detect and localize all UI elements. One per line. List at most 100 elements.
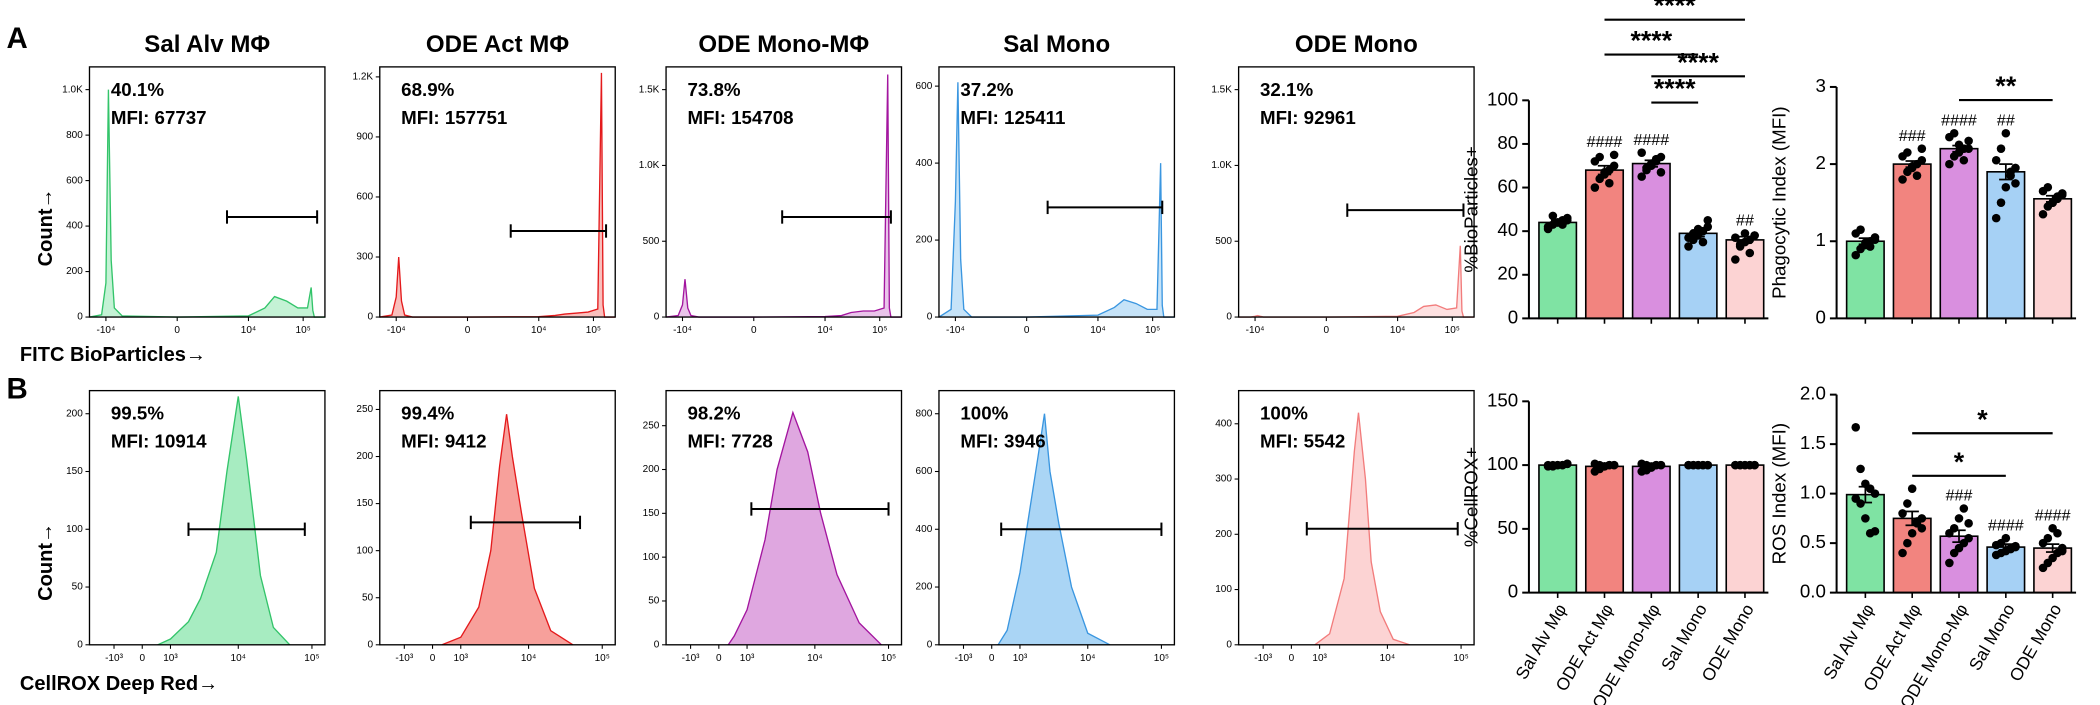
data-point bbox=[1898, 548, 1907, 558]
data-point bbox=[1870, 235, 1880, 244]
x-tick-label: 10⁵ bbox=[304, 653, 319, 664]
data-point bbox=[1600, 168, 1609, 177]
y-tick-label: 80 bbox=[1497, 132, 1518, 153]
y-tick-label: 150 bbox=[643, 508, 660, 519]
data-point bbox=[2058, 546, 2067, 556]
significance-marker: ### bbox=[1946, 487, 1973, 505]
histogram-curve bbox=[379, 72, 616, 318]
x-tick-label: 10⁵ bbox=[586, 325, 601, 336]
y-tick-label: 2 bbox=[1815, 152, 1825, 173]
mfi-label: MFI: 9412 bbox=[401, 431, 486, 452]
panel-title: ODE Act MΦ bbox=[426, 31, 569, 58]
comparison-label: * bbox=[1977, 404, 1988, 434]
x-tick-label: 0 bbox=[430, 653, 436, 664]
y-tick-label: 100 bbox=[1487, 88, 1518, 109]
data-point bbox=[1750, 460, 1759, 470]
data-point bbox=[1964, 533, 1973, 543]
y-tick-label: 0.5 bbox=[1800, 531, 1826, 552]
y-tick-label: 600 bbox=[916, 81, 933, 92]
data-point bbox=[1703, 222, 1713, 232]
comparison-label: **** bbox=[1654, 0, 1696, 21]
y-tick-label: 50 bbox=[648, 596, 660, 607]
gate-percent: 40.1% bbox=[111, 79, 164, 100]
panel-title: Sal Alv MΦ bbox=[144, 31, 270, 58]
y-tick-label: 0.0 bbox=[1800, 581, 1826, 602]
y-tick-label: 300 bbox=[1215, 474, 1232, 485]
y-axis-label: Count→ bbox=[35, 188, 57, 266]
mfi-label: MFI: 92961 bbox=[1260, 107, 1356, 128]
gate-percent: 68.9% bbox=[401, 79, 454, 100]
data-point bbox=[1609, 460, 1619, 470]
y-tick-label: 500 bbox=[1215, 236, 1232, 247]
data-point bbox=[1903, 499, 1912, 508]
histogram-curve bbox=[441, 414, 574, 646]
bar bbox=[1631, 465, 1671, 594]
x-tick-label: -10⁴ bbox=[97, 325, 116, 336]
panel-label: A bbox=[7, 22, 28, 55]
x-tick-label: -10³ bbox=[395, 653, 413, 664]
data-point bbox=[1945, 558, 1954, 568]
comparison-label: **** bbox=[1654, 74, 1696, 104]
comparison-label: ** bbox=[1995, 71, 2016, 101]
x-tick-label: 0 bbox=[989, 653, 995, 664]
y-tick-label: 0 bbox=[1508, 306, 1518, 327]
histogram-curve bbox=[665, 74, 902, 318]
x-tick-label: 10⁴ bbox=[521, 653, 536, 664]
y-tick-label: 600 bbox=[916, 466, 933, 477]
bar bbox=[2033, 198, 2073, 320]
x-tick-label: 10⁴ bbox=[231, 653, 246, 664]
y-tick-label: 600 bbox=[356, 192, 373, 203]
y-tick-label: 200 bbox=[66, 408, 83, 419]
plot-frame bbox=[379, 66, 616, 318]
data-point bbox=[1651, 154, 1661, 164]
x-tick-label: 10⁴ bbox=[1380, 653, 1395, 664]
significance-marker: ## bbox=[1997, 111, 2015, 129]
x-tick-label: 10⁵ bbox=[1145, 325, 1160, 336]
x-tick-label: 10⁴ bbox=[817, 325, 832, 336]
y-axis-label: %BioParticles+ bbox=[1461, 146, 1482, 272]
bar bbox=[1725, 239, 1765, 320]
y-tick-label: 0 bbox=[1226, 312, 1232, 323]
mfi-label: MFI: 67737 bbox=[111, 107, 207, 128]
y-tick-label: 100 bbox=[356, 545, 373, 556]
data-point bbox=[1903, 538, 1912, 548]
y-tick-label: 150 bbox=[356, 498, 373, 509]
y-tick-label: 250 bbox=[356, 404, 373, 415]
x-tick-label: 10⁴ bbox=[1080, 653, 1095, 664]
data-point bbox=[1907, 162, 1917, 171]
plot-frame bbox=[88, 389, 326, 646]
x-axis-label: CellROX Deep Red→ bbox=[20, 673, 218, 695]
data-point bbox=[1735, 239, 1745, 249]
data-point bbox=[1605, 178, 1614, 188]
y-tick-label: 40 bbox=[1497, 219, 1518, 240]
bar bbox=[1725, 464, 1765, 594]
y-tick-label: 0 bbox=[368, 639, 374, 650]
histogram-curve bbox=[938, 82, 1175, 318]
x-tick-label: 10³ bbox=[454, 653, 469, 664]
x-tick-label: -10³ bbox=[682, 653, 700, 664]
x-tick-label: -10⁴ bbox=[1246, 325, 1265, 336]
gate-percent: 32.1% bbox=[1260, 79, 1313, 100]
x-tick-label: 0 bbox=[1289, 653, 1295, 664]
bar bbox=[1538, 221, 1578, 320]
mfi-label: MFI: 10914 bbox=[111, 431, 207, 452]
y-tick-label: 400 bbox=[66, 221, 83, 232]
y-tick-label: 1.2K bbox=[352, 72, 373, 83]
y-tick-label: 0 bbox=[368, 312, 374, 323]
y-tick-label: 0 bbox=[654, 639, 660, 650]
bar bbox=[1939, 147, 1979, 320]
data-point bbox=[1856, 225, 1865, 234]
data-point bbox=[2048, 198, 2057, 207]
y-tick-label: 0 bbox=[77, 639, 83, 650]
y-axis-label: Count→ bbox=[35, 523, 57, 601]
data-point bbox=[1656, 460, 1666, 470]
data-point bbox=[1750, 231, 1759, 240]
plot-frame bbox=[88, 66, 326, 318]
data-point bbox=[2001, 533, 2011, 543]
mfi-label: MFI: 125411 bbox=[960, 107, 1065, 128]
data-point bbox=[1656, 168, 1666, 177]
y-tick-label: 0 bbox=[1815, 306, 1825, 327]
histogram-curve bbox=[157, 396, 291, 646]
gate-percent: 99.4% bbox=[401, 403, 454, 424]
x-tick-label: 10⁵ bbox=[872, 325, 887, 336]
